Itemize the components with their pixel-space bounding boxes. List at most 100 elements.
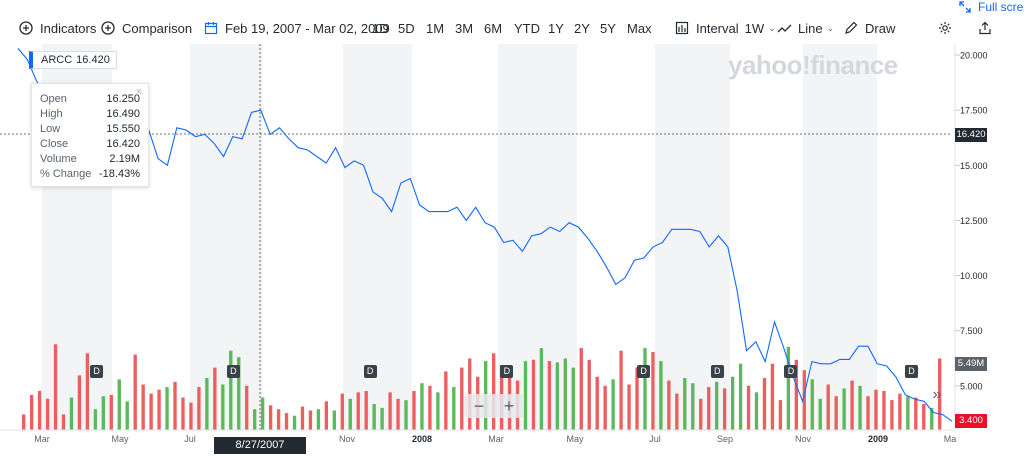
chart-area[interactable]: 20.000 17.500 15.000 12.500 10.000 7.500 5.000… <box>0 44 1024 456</box>
volume-bar <box>229 350 233 430</box>
volume-value: 2.19M <box>109 153 140 165</box>
volume-bar <box>205 378 209 430</box>
ticker-price: 16.420 <box>76 54 110 66</box>
volume-bar <box>842 388 846 430</box>
volume-bar <box>906 396 910 430</box>
draw-button[interactable]: Draw <box>843 18 895 38</box>
range-5d-button[interactable]: 5D <box>398 20 415 36</box>
range-1m-button[interactable]: 1M <box>426 20 445 36</box>
zoom-out-button[interactable]: − <box>473 395 485 416</box>
volume-bar <box>555 362 560 430</box>
chart-band <box>343 44 412 430</box>
change-label: % Change <box>40 168 92 180</box>
range-1y-button[interactable]: 1Y <box>548 20 564 36</box>
x-tick-label: Mar <box>488 434 504 444</box>
tooltip-row-close: Close 16.420 <box>40 137 140 152</box>
volume-bar <box>404 400 408 430</box>
date-range-label: Feb 19, 2007 - Mar 02, 2009 <box>225 20 390 36</box>
dividend-marker[interactable]: D <box>90 365 104 378</box>
dividend-marker[interactable]: D <box>363 365 377 378</box>
plus-circle-icon <box>100 20 116 36</box>
draw-label: Draw <box>865 20 896 36</box>
dividend-marker[interactable]: D <box>500 365 514 378</box>
dividend-marker[interactable]: D <box>905 365 918 378</box>
volume-bar <box>627 384 631 430</box>
volume-bar <box>125 401 129 430</box>
x-tick-label: 2008 <box>412 434 432 444</box>
scroll-to-latest-icon[interactable]: » <box>932 386 942 403</box>
volume-bar <box>874 389 878 430</box>
chart-type-label: Line <box>798 20 823 36</box>
fullscreen-button[interactable]: Full screen <box>958 0 1024 14</box>
volume-bar <box>810 379 814 430</box>
comparison-button[interactable]: Comparison <box>100 18 192 38</box>
y-tick-label: 12.500 <box>960 216 988 226</box>
volume-bar <box>340 393 344 430</box>
range-6m-button[interactable]: 6M <box>484 20 503 36</box>
x-tick-label: Jul <box>184 434 196 444</box>
volume-bar <box>29 394 34 430</box>
dividend-marker[interactable]: D <box>710 365 724 378</box>
volume-bar <box>587 359 591 430</box>
y-tick-label: 17.500 <box>960 106 988 116</box>
volume-bar <box>53 344 58 430</box>
date-range-button[interactable]: Feb 19, 2007 - Mar 02, 2009 <box>203 18 390 38</box>
range-ytd-button[interactable]: YTD <box>514 20 540 36</box>
volume-bar <box>643 348 647 430</box>
price-chart[interactable]: 20.000 17.500 15.000 12.500 10.000 7.500 5.000… <box>0 44 1024 456</box>
volume-bar <box>922 404 926 430</box>
indicators-button[interactable]: Indicators <box>18 18 96 38</box>
volume-bar <box>276 409 281 430</box>
volume-bar <box>595 376 599 430</box>
volume-bar <box>746 385 751 430</box>
interval-label: Interval <box>696 20 739 36</box>
volume-bar <box>890 400 894 430</box>
volume-bar <box>531 359 536 430</box>
open-label: Open <box>40 93 67 105</box>
zoom-in-button[interactable]: + <box>503 395 515 416</box>
volume-bar <box>802 370 806 430</box>
interval-selector[interactable]: Interval 1W ⌄ <box>674 18 776 38</box>
volume-bar <box>428 385 432 430</box>
volume-bar <box>109 394 113 430</box>
volume-bar <box>611 379 615 430</box>
volume-bar <box>914 397 918 430</box>
y-tick-label: 20.000 <box>960 51 988 61</box>
volume-bar <box>818 398 822 430</box>
volume-bar <box>659 361 663 430</box>
range-1d-button[interactable]: 1D <box>372 20 389 36</box>
volume-bar <box>547 361 552 430</box>
volume-bar <box>22 414 26 430</box>
volume-label: Volume <box>40 153 77 165</box>
volume-bar <box>45 398 50 430</box>
chevron-down-icon: ⌄ <box>826 22 835 33</box>
dividend-marker[interactable]: D <box>226 365 240 378</box>
range-3m-button[interactable]: 3M <box>455 20 474 36</box>
dividend-marker[interactable]: D <box>784 365 798 378</box>
volume-bar <box>436 392 440 430</box>
low-value: 15.550 <box>106 123 140 135</box>
chart-type-selector[interactable]: Line ⌄ <box>776 18 834 38</box>
close-icon[interactable]: × <box>135 86 142 98</box>
range-2y-button[interactable]: 2Y <box>574 20 590 36</box>
x-tick-label: Ma <box>944 434 957 444</box>
share-button[interactable] <box>977 18 999 38</box>
dividend-marker[interactable]: D <box>637 365 651 378</box>
range-5y-button[interactable]: 5Y <box>600 20 616 36</box>
volume-bar <box>93 409 98 430</box>
volume-bar <box>786 346 791 430</box>
volume-bar <box>268 405 273 430</box>
range-max-button[interactable]: Max <box>627 20 652 36</box>
volume-bar <box>85 353 90 430</box>
close-value: 16.420 <box>106 138 140 150</box>
volume-bar <box>722 388 727 430</box>
price-series <box>17 48 953 422</box>
volume-bar <box>101 396 106 430</box>
volume-bar <box>237 357 241 430</box>
volume-bar <box>61 414 66 430</box>
volume-bar <box>619 350 623 430</box>
change-value: -18.43% <box>99 168 140 180</box>
interval-value: 1W <box>744 20 765 36</box>
gear-icon <box>937 20 953 36</box>
settings-button[interactable] <box>937 18 959 38</box>
